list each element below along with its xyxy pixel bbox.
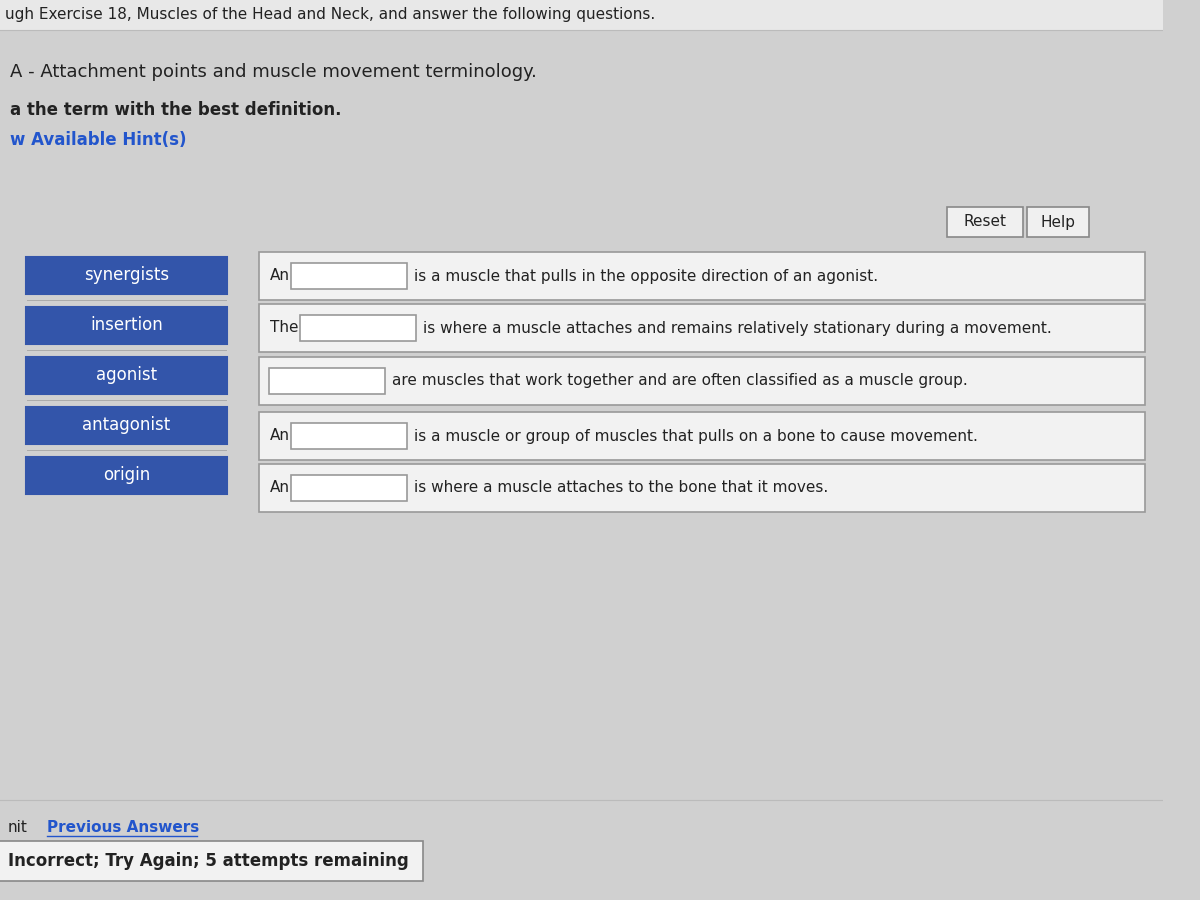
FancyBboxPatch shape xyxy=(259,252,1145,300)
FancyBboxPatch shape xyxy=(1027,207,1088,237)
Text: An: An xyxy=(270,428,289,444)
Text: is a muscle that pulls in the opposite direction of an agonist.: is a muscle that pulls in the opposite d… xyxy=(414,268,878,284)
FancyBboxPatch shape xyxy=(0,0,1163,30)
Text: Help: Help xyxy=(1040,214,1075,230)
Text: nit: nit xyxy=(7,821,28,835)
FancyBboxPatch shape xyxy=(300,315,416,341)
Text: a the term with the best definition.: a the term with the best definition. xyxy=(10,101,341,119)
Text: antagonist: antagonist xyxy=(83,417,170,435)
Text: w Available Hint(s): w Available Hint(s) xyxy=(10,131,186,149)
Text: is a muscle or group of muscles that pulls on a bone to cause movement.: is a muscle or group of muscles that pul… xyxy=(414,428,978,444)
FancyBboxPatch shape xyxy=(947,207,1022,237)
Text: The: The xyxy=(270,320,298,336)
Text: Reset: Reset xyxy=(964,214,1007,230)
FancyBboxPatch shape xyxy=(26,457,227,494)
Text: is where a muscle attaches to the bone that it moves.: is where a muscle attaches to the bone t… xyxy=(414,481,828,496)
FancyBboxPatch shape xyxy=(269,368,385,394)
FancyBboxPatch shape xyxy=(290,423,407,449)
FancyBboxPatch shape xyxy=(290,263,407,289)
Text: A - Attachment points and muscle movement terminology.: A - Attachment points and muscle movemen… xyxy=(10,63,536,81)
Text: is where a muscle attaches and remains relatively stationary during a movement.: is where a muscle attaches and remains r… xyxy=(422,320,1051,336)
Text: agonist: agonist xyxy=(96,366,157,384)
Text: origin: origin xyxy=(103,466,150,484)
FancyBboxPatch shape xyxy=(259,412,1145,460)
FancyBboxPatch shape xyxy=(26,407,227,444)
FancyBboxPatch shape xyxy=(259,357,1145,405)
FancyBboxPatch shape xyxy=(26,307,227,344)
Text: Previous Answers: Previous Answers xyxy=(47,821,199,835)
Text: synergists: synergists xyxy=(84,266,169,284)
Text: insertion: insertion xyxy=(90,317,163,335)
Text: An: An xyxy=(270,268,289,284)
Text: ugh Exercise 18, Muscles of the Head and Neck, and answer the following question: ugh Exercise 18, Muscles of the Head and… xyxy=(5,7,655,22)
FancyBboxPatch shape xyxy=(290,475,407,501)
Text: are muscles that work together and are often classified as a muscle group.: are muscles that work together and are o… xyxy=(391,374,967,389)
FancyBboxPatch shape xyxy=(259,304,1145,352)
FancyBboxPatch shape xyxy=(259,464,1145,512)
FancyBboxPatch shape xyxy=(26,357,227,394)
FancyBboxPatch shape xyxy=(0,841,422,881)
Text: Incorrect; Try Again; 5 attempts remaining: Incorrect; Try Again; 5 attempts remaini… xyxy=(7,852,408,870)
Text: An: An xyxy=(270,481,289,496)
FancyBboxPatch shape xyxy=(26,257,227,294)
